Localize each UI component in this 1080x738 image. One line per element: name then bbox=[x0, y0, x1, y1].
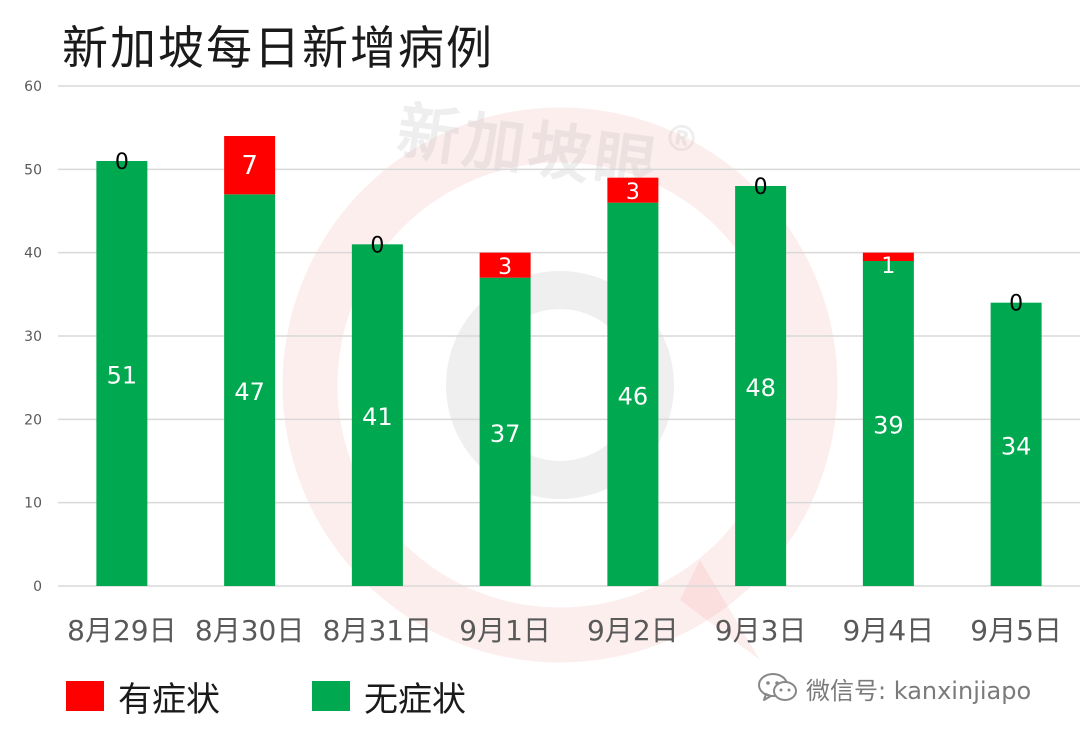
x-axis-ticks: 8月29日 8月30日 8月31日 9月1日 9月2日 9月3日 9月4日 9月5日 bbox=[67, 614, 1062, 647]
data-label-asymptomatic: 41 bbox=[362, 403, 393, 431]
data-label-symptomatic: 0 bbox=[1009, 292, 1023, 317]
data-label-asymptomatic: 39 bbox=[873, 412, 904, 440]
y-tick-label: 50 bbox=[24, 162, 42, 178]
bar-asymptomatic bbox=[351, 244, 403, 587]
bar-asymptomatic bbox=[607, 202, 659, 586]
grid-lines bbox=[58, 85, 1080, 587]
bars bbox=[96, 136, 1042, 587]
legend-item-symptomatic: 有症状 bbox=[66, 672, 220, 720]
data-labels: 51 0 47 7 41 0 37 3 46 3 48 0 39 1 34 0 bbox=[107, 150, 1032, 460]
bar-asymptomatic bbox=[224, 194, 276, 587]
bar-symptomatic bbox=[479, 252, 531, 278]
bar-symptomatic bbox=[862, 252, 914, 261]
bar-symptomatic bbox=[224, 136, 276, 195]
data-label-asymptomatic: 46 bbox=[618, 382, 649, 410]
y-axis-ticks: 0 10 20 30 40 50 60 bbox=[24, 79, 42, 595]
bar-asymptomatic bbox=[96, 161, 148, 586]
y-tick-label: 60 bbox=[24, 79, 42, 95]
x-tick-label: 9月3日 bbox=[715, 614, 807, 647]
data-label-asymptomatic: 34 bbox=[1001, 432, 1032, 460]
data-label-symptomatic: 0 bbox=[754, 175, 768, 200]
x-tick-label: 9月4日 bbox=[843, 614, 935, 647]
y-tick-label: 20 bbox=[24, 412, 42, 428]
data-label-symptomatic: 1 bbox=[881, 254, 895, 279]
credit: 微信号: kanxinjiapo bbox=[756, 670, 1031, 706]
x-tick-label: 9月2日 bbox=[587, 614, 679, 647]
x-tick-label: 8月31日 bbox=[323, 614, 432, 647]
bar-asymptomatic bbox=[862, 261, 914, 586]
data-label-symptomatic: 3 bbox=[626, 180, 640, 205]
legend-swatch-asymptomatic bbox=[312, 681, 350, 711]
data-label-symptomatic: 0 bbox=[115, 150, 129, 175]
data-label-asymptomatic: 47 bbox=[234, 378, 265, 406]
data-label-symptomatic: 3 bbox=[498, 255, 512, 280]
data-label-symptomatic: 0 bbox=[370, 233, 384, 258]
credit-text: 微信号: kanxinjiapo bbox=[806, 676, 1032, 705]
bar-asymptomatic bbox=[479, 277, 531, 586]
data-label-asymptomatic: 37 bbox=[490, 420, 521, 448]
data-label-asymptomatic: 51 bbox=[107, 362, 138, 390]
y-tick-label: 10 bbox=[24, 496, 42, 512]
y-tick-label: 0 bbox=[33, 579, 42, 595]
legend-item-asymptomatic: 无症状 bbox=[312, 672, 466, 720]
x-tick-label: 8月29日 bbox=[67, 614, 176, 647]
bar-asymptomatic bbox=[990, 302, 1042, 586]
y-tick-label: 30 bbox=[24, 329, 42, 345]
wechat-icon bbox=[758, 673, 797, 701]
legend-swatch-symptomatic bbox=[66, 681, 104, 711]
y-tick-label: 40 bbox=[24, 246, 42, 262]
bar-asymptomatic bbox=[735, 186, 787, 586]
chart-title: 新加坡每日新增病例 bbox=[62, 21, 494, 75]
legend-label-symptomatic: 有症状 bbox=[118, 679, 220, 720]
x-tick-label: 9月1日 bbox=[459, 614, 551, 647]
bar-symptomatic bbox=[607, 177, 659, 203]
x-tick-label: 8月30日 bbox=[195, 614, 304, 647]
x-tick-label: 9月5日 bbox=[970, 614, 1062, 647]
data-label-asymptomatic: 48 bbox=[745, 374, 776, 402]
legend-label-asymptomatic: 无症状 bbox=[364, 679, 466, 720]
data-label-symptomatic: 7 bbox=[241, 151, 258, 181]
